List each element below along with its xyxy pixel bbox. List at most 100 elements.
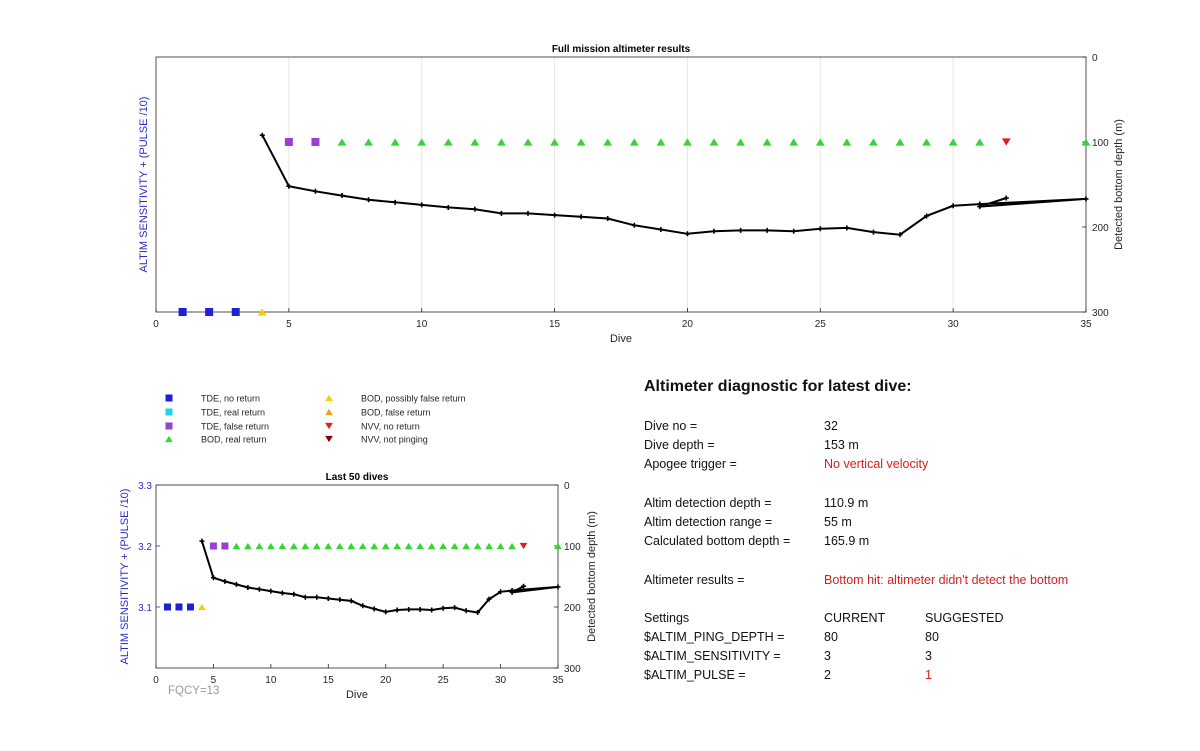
marker-bod-real-return — [450, 542, 459, 550]
x-tick-label: 0 — [153, 319, 159, 330]
x-tick-label: 30 — [495, 675, 507, 686]
x-tick-label: 15 — [323, 675, 335, 686]
bottom-depth-point — [1003, 195, 1009, 201]
marker-tde-false-return — [221, 542, 229, 550]
marker-bod-real-return — [473, 542, 482, 550]
bottom-depth-point — [578, 214, 584, 220]
bottom-depth-point — [394, 607, 400, 613]
bottom-depth-point — [817, 226, 823, 232]
x-tick-label: 10 — [416, 319, 428, 330]
bottom-depth-point — [406, 606, 412, 612]
marker-bod-real-return — [462, 542, 470, 550]
legend-label: BOD, real return — [201, 435, 267, 445]
bottom-depth-point — [419, 202, 425, 208]
bottom-depth-point — [279, 590, 285, 596]
bottom-depth-point — [950, 203, 956, 209]
marker-bod-real-return — [370, 542, 379, 550]
bottom-depth-point — [312, 188, 318, 194]
y-left-axis-label: ALTIM SENSITIVITY + (PULSE /10) — [138, 97, 150, 273]
bottom-depth-point — [199, 538, 205, 544]
detect-depth-label: Altim detection depth = — [644, 496, 772, 510]
chart-title: Last 50 dives — [326, 472, 389, 483]
bottom-depth-point — [525, 210, 531, 216]
bottom-depth-point — [844, 225, 850, 231]
marker-bod-real-return — [656, 138, 666, 146]
marker-bod-real-return — [364, 138, 373, 146]
dive-depth-value: 153 m — [824, 438, 859, 452]
marker-bod-real-return — [762, 138, 772, 146]
y-right-tick-label: 100 — [1092, 138, 1109, 149]
bottom-depth-point — [658, 227, 664, 233]
marker-bod-real-return — [869, 138, 878, 146]
legend-marker-tde-false-return — [165, 422, 173, 430]
legend-marker-tde-no-return — [165, 394, 173, 402]
bottom-depth-point — [977, 204, 983, 210]
marker-bod-real-return — [358, 542, 367, 550]
bottom-depth-point — [897, 232, 903, 238]
marker-nvv-no-return — [519, 542, 528, 550]
x-tick-label: 15 — [549, 319, 561, 330]
marker-bod-real-return — [815, 138, 825, 146]
full-mission-chart: 0 5 10 15 20 25 30 35 0 100 200 300 Full mission alt… — [138, 44, 1125, 345]
y-left-tick-label: 3.2 — [138, 542, 152, 553]
marker-bod-real-return — [255, 542, 264, 550]
x-axis-label: Dive — [610, 333, 632, 345]
marker-tde-no-return — [175, 603, 183, 611]
marker-tde-false-return — [311, 138, 320, 146]
x-tick-label: 10 — [265, 675, 277, 686]
marker-bod-real-return — [709, 138, 719, 146]
bottom-depth-point — [555, 584, 561, 590]
x-tick-label: 25 — [815, 319, 827, 330]
x-tick-label: 0 — [153, 675, 159, 686]
bottom-depth-point — [383, 609, 389, 615]
y-left-tick-label: 3.3 — [138, 481, 152, 492]
apogee-value: No vertical velocity — [824, 457, 929, 471]
marker-bod-real-return — [335, 542, 344, 550]
marker-bod-real-return — [895, 138, 905, 146]
fqcy-annotation: FQCY=13 — [168, 685, 219, 697]
setting-suggested: 80 — [925, 630, 939, 644]
legend-marker-bod-real-return — [165, 435, 173, 443]
marker-tde-no-return — [163, 603, 171, 611]
marker-bod-real-return — [267, 542, 275, 550]
y-right-tick-label: 200 — [1092, 223, 1109, 234]
legend-label: TDE, false return — [201, 422, 269, 432]
bottom-depth-point — [486, 596, 492, 602]
marker-bod-real-return — [603, 138, 613, 146]
y-right-tick-label: 100 — [564, 542, 581, 553]
legend-label: NVV, no return — [361, 422, 420, 432]
bottom-depth-point — [259, 132, 265, 138]
bottom-depth-point — [360, 603, 366, 609]
bottom-depth-point — [870, 229, 876, 235]
legend-label: BOD, possibly false return — [361, 394, 466, 404]
bottom-depth-point — [711, 228, 717, 234]
bottom-depth-point — [245, 584, 251, 590]
marker-bod-real-return — [550, 138, 559, 146]
marker-bod-real-return — [497, 138, 506, 146]
bottom-depth-point — [475, 609, 481, 615]
bottom-depth-point — [440, 605, 446, 611]
bottom-depth-point — [302, 594, 308, 600]
legend-label: TDE, real return — [201, 408, 265, 418]
bottom-depth-point — [791, 228, 797, 234]
y-right-tick-label: 200 — [564, 603, 581, 614]
marker-bod-possibly-false — [198, 603, 206, 611]
marker-bod-real-return — [554, 542, 562, 550]
marker-bod-real-return — [278, 542, 287, 550]
marker-bod-real-return — [404, 542, 413, 550]
bottom-depth-point — [924, 213, 930, 219]
marker-bod-possibly-false — [257, 308, 267, 316]
bottom-depth-point — [605, 216, 611, 221]
setting-suggested: 1 — [925, 668, 932, 682]
last-50-dives-chart: 0 5 10 15 20 25 30 35 0 100 200 300 3.1 3.2 3.3 Last 50… — [119, 472, 598, 701]
marker-bod-real-return — [496, 542, 505, 550]
legend-label: NVV, not pinging — [361, 435, 428, 445]
marker-bod-real-return — [576, 138, 586, 146]
marker-tde-false-return — [209, 542, 217, 550]
x-tick-label: 35 — [552, 675, 564, 686]
marker-bod-real-return — [324, 542, 333, 550]
x-tick-label: 5 — [211, 675, 217, 686]
y-right-tick-label: 300 — [564, 664, 581, 675]
legend-label: TDE, no return — [201, 394, 260, 404]
detect-depth-value: 110.9 m — [824, 496, 869, 510]
